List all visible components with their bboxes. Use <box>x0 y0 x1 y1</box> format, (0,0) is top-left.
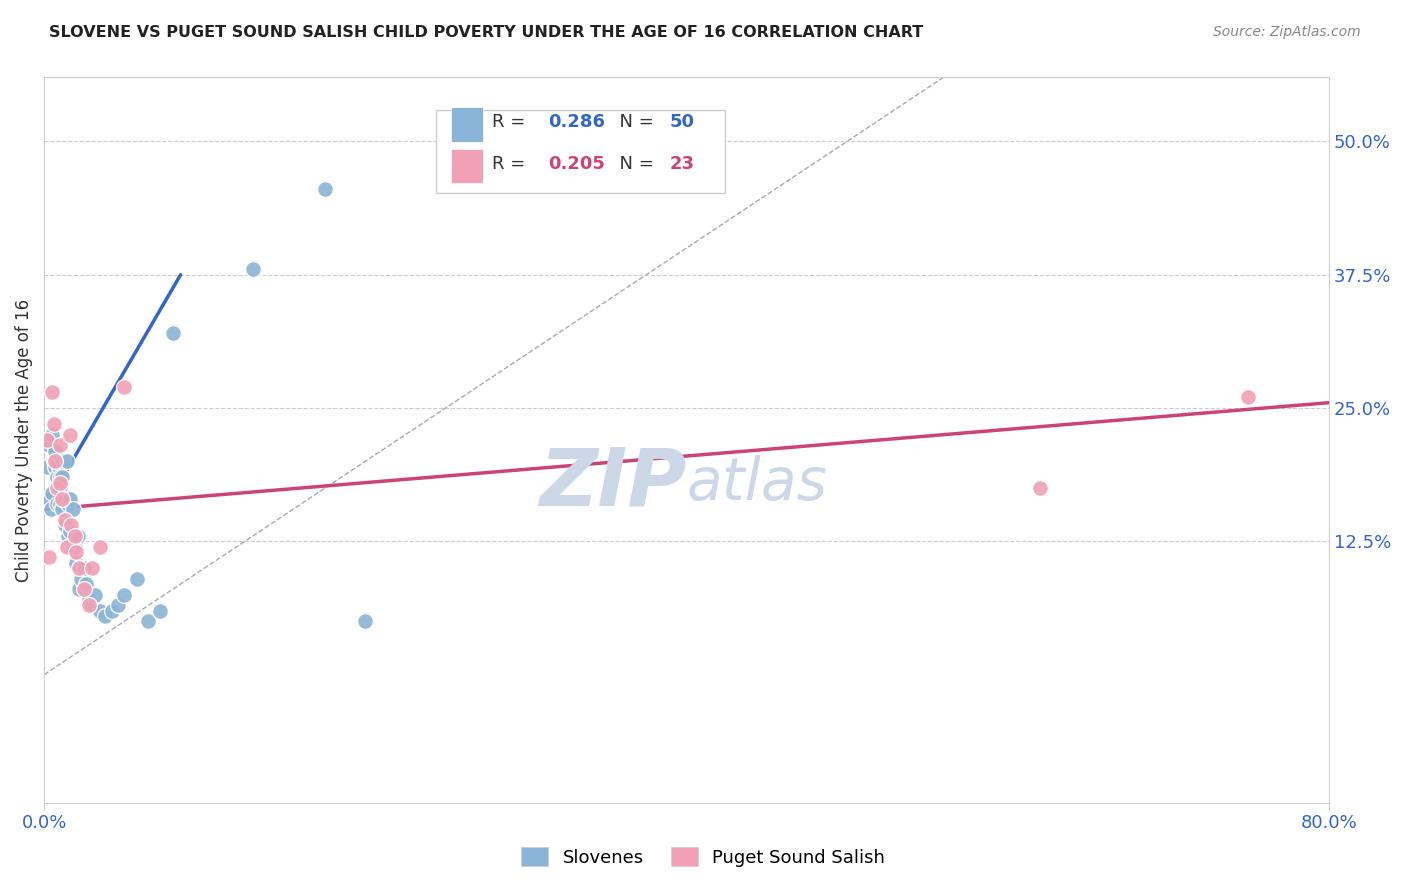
Point <box>77 599 100 613</box>
Point <box>44 459 66 474</box>
Text: N =: N = <box>607 155 659 173</box>
Point <box>39 502 62 516</box>
Point <box>46 481 69 495</box>
Point <box>138 615 160 629</box>
Point <box>38 550 60 565</box>
Point <box>55 540 77 554</box>
Point <box>84 588 107 602</box>
Point <box>89 540 111 554</box>
Text: 0.286: 0.286 <box>548 112 605 131</box>
Point <box>58 497 80 511</box>
FancyBboxPatch shape <box>451 107 484 142</box>
Point <box>73 582 96 597</box>
Legend: Slovenes, Puget Sound Salish: Slovenes, Puget Sound Salish <box>513 840 893 874</box>
Point <box>55 454 77 468</box>
Point <box>38 491 60 506</box>
Point <box>162 326 184 341</box>
Point <box>46 470 69 484</box>
Point <box>62 502 84 516</box>
Point <box>42 454 65 468</box>
Point <box>100 604 122 618</box>
Point <box>112 380 135 394</box>
Point <box>73 561 96 575</box>
Point <box>75 577 97 591</box>
Point <box>46 497 69 511</box>
Point <box>149 604 172 618</box>
Point <box>77 593 100 607</box>
Point <box>112 588 135 602</box>
Point <box>242 262 264 277</box>
Point <box>51 470 73 484</box>
Y-axis label: Child Poverty Under the Age of 16: Child Poverty Under the Age of 16 <box>15 299 32 582</box>
Point <box>53 491 76 506</box>
Point <box>127 572 149 586</box>
Point <box>42 417 65 431</box>
Text: R =: R = <box>492 155 531 173</box>
Text: 50: 50 <box>669 112 695 131</box>
Point <box>37 433 59 447</box>
Point <box>59 491 82 506</box>
Point <box>49 438 72 452</box>
Point <box>314 182 336 196</box>
Point <box>1028 481 1050 495</box>
Point <box>70 572 93 586</box>
Point <box>44 443 66 458</box>
Point <box>82 599 104 613</box>
Text: ZIP: ZIP <box>538 444 686 523</box>
Point <box>65 556 87 570</box>
Point <box>53 513 76 527</box>
Point <box>52 454 75 468</box>
Point <box>66 529 89 543</box>
Point <box>51 502 73 516</box>
Point <box>37 459 59 474</box>
Point <box>89 604 111 618</box>
Point <box>49 475 72 490</box>
Point <box>58 529 80 543</box>
Text: R =: R = <box>492 112 531 131</box>
Point <box>41 427 63 442</box>
Point <box>52 491 75 506</box>
Point <box>63 529 86 543</box>
Point <box>59 524 82 538</box>
Point <box>51 491 73 506</box>
Text: SLOVENE VS PUGET SOUND SALISH CHILD POVERTY UNDER THE AGE OF 16 CORRELATION CHAR: SLOVENE VS PUGET SOUND SALISH CHILD POVE… <box>49 25 924 40</box>
Point <box>63 540 86 554</box>
FancyBboxPatch shape <box>436 110 725 194</box>
Text: Source: ZipAtlas.com: Source: ZipAtlas.com <box>1213 25 1361 39</box>
Text: 23: 23 <box>669 155 695 173</box>
Point <box>354 615 377 629</box>
Point <box>38 438 60 452</box>
Point <box>82 561 104 575</box>
Point <box>41 384 63 399</box>
Point <box>94 609 117 624</box>
Point <box>44 454 66 468</box>
Text: 0.205: 0.205 <box>548 155 605 173</box>
Point <box>65 545 87 559</box>
FancyBboxPatch shape <box>451 149 484 184</box>
Text: N =: N = <box>607 112 659 131</box>
Point <box>107 599 129 613</box>
Point <box>59 427 82 442</box>
Point <box>69 582 91 597</box>
Point <box>53 518 76 533</box>
Text: atlas: atlas <box>686 455 828 512</box>
Point <box>48 459 70 474</box>
Point <box>60 518 83 533</box>
Point <box>69 561 91 575</box>
Point <box>48 481 70 495</box>
Point <box>41 486 63 500</box>
Point <box>1237 390 1260 404</box>
Point <box>49 470 72 484</box>
Point <box>49 497 72 511</box>
Point <box>49 481 72 495</box>
